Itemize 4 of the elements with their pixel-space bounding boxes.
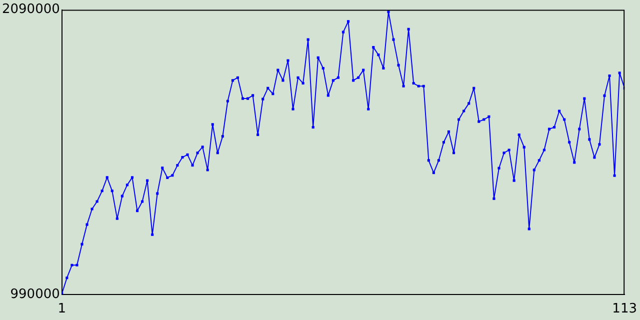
- x-tick-label: 1: [58, 302, 66, 317]
- y-tick-label: 990000: [10, 286, 60, 302]
- x-tick-label: 113: [612, 302, 638, 317]
- y-tick-label: 2090000: [2, 2, 60, 18]
